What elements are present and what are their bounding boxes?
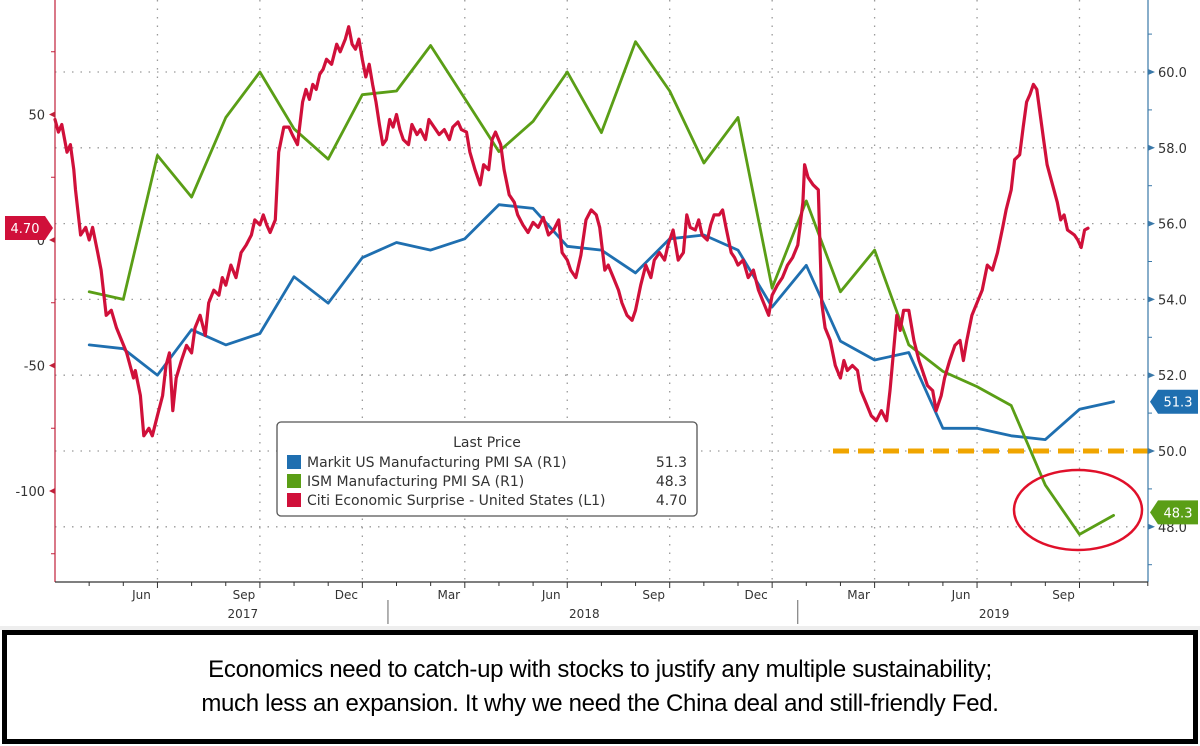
badge-shape (1150, 500, 1198, 525)
legend-entry-value: 51.3 (656, 455, 687, 471)
right-axis-tick-label: 60.0 (1158, 66, 1187, 81)
x-axis-month-label: Jun (131, 588, 151, 602)
series-citi-economic-surprise-united-states (53, 25, 1090, 438)
left-axis-tick (49, 237, 55, 243)
right-axis-tick-label: 52.0 (1158, 369, 1187, 384)
badge-citi-last: 4.70 (5, 216, 53, 240)
left-axis-tick (49, 111, 55, 118)
right-axis-tick-label: 54.0 (1158, 293, 1187, 308)
badge-text: 48.3 (1164, 506, 1193, 521)
legend-entry-value: 48.3 (656, 474, 687, 490)
x-axis-month-label: Mar (437, 588, 460, 602)
x-axis-month-label: Sep (642, 588, 665, 602)
left-axis-tick-label: 0 (37, 234, 45, 249)
right-axis-tick-label: 56.0 (1158, 218, 1187, 233)
badge-text: 4.70 (11, 222, 40, 237)
legend: Last Price Markit US Manufacturing PMI SA… (276, 421, 698, 517)
annotations: 4.70 51.3 48.3 (5, 216, 1198, 552)
x-axis-year-label: 2018 (569, 607, 600, 621)
badge-markit-last: 51.3 (1150, 389, 1198, 414)
right-axis-tick (1148, 144, 1155, 151)
badge-ism-last: 48.3 (1150, 500, 1198, 525)
x-axis-month-label: Jun (541, 588, 561, 602)
caption-box: Economics need to catch-up with stocks t… (2, 630, 1198, 744)
legend-swatch (287, 455, 301, 469)
axes: 50 0 -50 -100 60.0 58.0 56.0 54.0 52.0 50.0 48.0 Ju… (0, 0, 1200, 630)
x-axis-month-label: Dec (335, 588, 358, 602)
x-axis-month-label: Jun (951, 588, 971, 602)
legend-swatch (287, 474, 301, 488)
x-axis-month-label: Sep (1052, 588, 1075, 602)
caption-line-1: Economics need to catch-up with stocks t… (208, 656, 992, 683)
highlight-ellipse (1012, 468, 1144, 552)
chart: 50 0 -50 -100 60.0 58.0 56.0 54.0 52.0 50.0 48.0 Ju… (0, 0, 1200, 630)
right-axis-tick (1148, 220, 1155, 227)
badge-text: 51.3 (1164, 396, 1193, 411)
x-axis-year-label: 2019 (979, 607, 1010, 621)
left-axis-tick (49, 488, 55, 494)
legend-entry-label: Citi Economic Surprise - United States (… (307, 493, 606, 509)
left-axis-tick (49, 362, 55, 369)
right-axis-tick (1148, 372, 1155, 379)
right-axis-tick (1148, 523, 1155, 530)
legend-swatch (287, 493, 301, 507)
badge-shape (5, 216, 53, 240)
x-axis-footer-band (0, 626, 1200, 630)
caption-line-2: much less an expansion. It why we need t… (201, 690, 999, 717)
legend-entry-value: 4.70 (656, 493, 687, 509)
right-axis-tick (1148, 296, 1155, 303)
right-axis-tick (1148, 448, 1155, 454)
legend-entry-label: ISM Manufacturing PMI SA (R1) (307, 474, 524, 490)
badge-shape (1150, 389, 1198, 414)
right-axis-tick-label: 48.0 (1158, 521, 1187, 536)
x-axis-year-label: 2017 (228, 607, 259, 621)
x-axis-month-label: Mar (847, 588, 870, 602)
series-lines (53, 25, 1115, 536)
right-axis-tick (1148, 69, 1155, 75)
legend-title: Last Price (453, 435, 521, 451)
x-axis-month-label: Sep (233, 588, 256, 602)
left-axis-tick-label: -100 (15, 485, 45, 500)
left-axis-tick-label: 50 (28, 109, 45, 124)
right-axis-tick-label: 50.0 (1158, 445, 1187, 460)
left-axis-tick-label: -50 (24, 360, 45, 375)
right-axis-tick-label: 58.0 (1158, 142, 1187, 157)
legend-box (276, 421, 698, 517)
x-axis-month-label: Dec (745, 588, 768, 602)
series-ism-manufacturing-pmi-sa (87, 40, 1115, 536)
legend-entry-label: Markit US Manufacturing PMI SA (R1) (307, 455, 567, 471)
